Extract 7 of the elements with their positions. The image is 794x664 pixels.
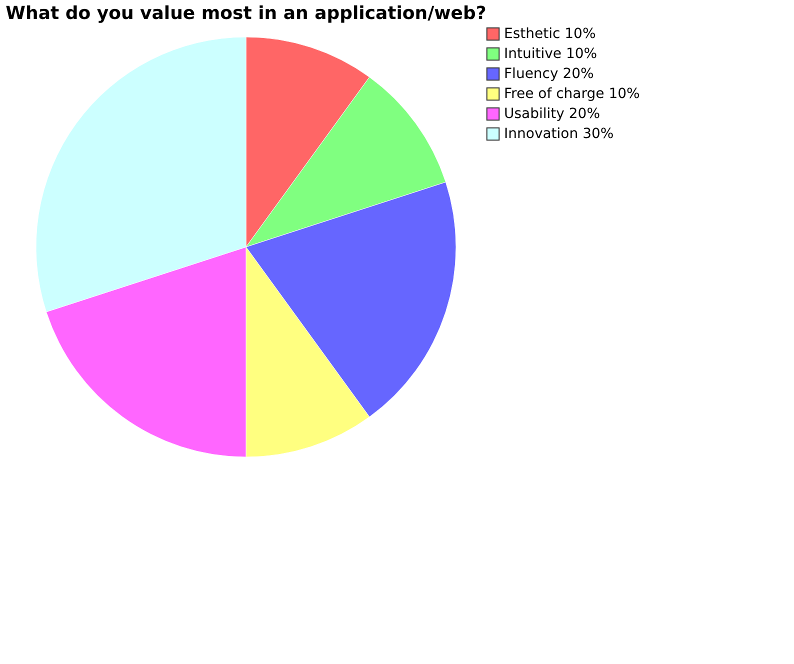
legend-label: Free of charge 10% (504, 86, 640, 102)
legend-label: Fluency 20% (504, 66, 594, 82)
legend-label: Intuitive 10% (504, 46, 598, 62)
legend-label: Esthetic 10% (504, 26, 596, 42)
legend-label: Innovation 30% (504, 126, 614, 142)
chart-title: What do you value most in an application/web? (6, 3, 486, 24)
legend-label: Usability 20% (504, 106, 600, 122)
